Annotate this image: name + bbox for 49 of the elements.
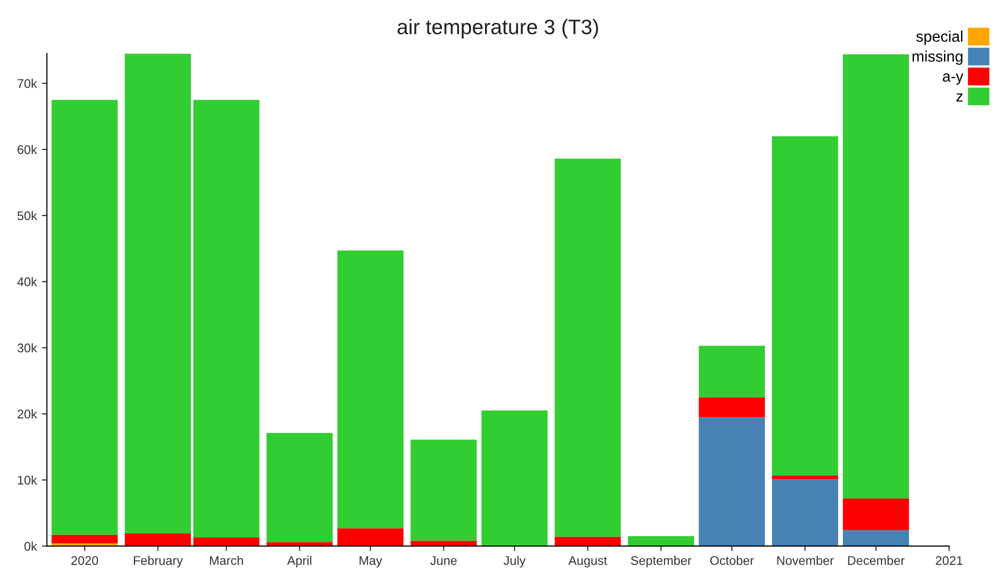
bar xyxy=(193,100,260,538)
y-tick-label: 0k xyxy=(24,542,38,551)
x-tick-label: March xyxy=(210,556,243,565)
x-tick-label: 2021 xyxy=(936,556,962,565)
bar xyxy=(124,533,191,546)
x-tick-label: September xyxy=(630,556,692,568)
bar xyxy=(554,158,621,537)
bar xyxy=(554,536,621,546)
bar xyxy=(698,417,765,546)
bar xyxy=(842,498,909,530)
x-tick-label: December xyxy=(848,556,905,565)
bar xyxy=(481,410,548,546)
bar xyxy=(698,346,765,398)
x-tick-label: February xyxy=(134,556,183,568)
x-tick-label: June xyxy=(430,556,457,565)
bar xyxy=(410,440,477,541)
bar xyxy=(337,528,404,546)
bar xyxy=(772,479,838,546)
y-tick-label: 70k xyxy=(18,78,38,88)
x-tick-label: 2020 xyxy=(71,556,98,565)
y-tick-label: 20k xyxy=(18,409,38,418)
y-tick-label: 60k xyxy=(18,144,38,154)
x-tick-label: April xyxy=(287,556,312,568)
bar xyxy=(628,536,694,546)
y-tick-label: 10k xyxy=(18,475,38,485)
bar xyxy=(842,54,909,498)
x-tick-label: November xyxy=(777,556,834,565)
bar xyxy=(772,136,838,476)
bar xyxy=(266,433,333,542)
chart-title: air temperature 3 (T3) xyxy=(398,19,598,38)
legend-label: missing xyxy=(912,50,962,65)
y-tick-label: 50k xyxy=(17,210,38,220)
y-tick-label: 40k xyxy=(17,277,38,286)
x-tick-label: July xyxy=(504,556,526,568)
bar xyxy=(842,530,909,546)
x-tick-label: May xyxy=(360,556,382,568)
bar xyxy=(124,54,191,534)
bar xyxy=(52,534,118,544)
bar xyxy=(772,475,838,480)
bar xyxy=(337,250,404,528)
bar xyxy=(193,537,260,546)
bar xyxy=(698,397,765,418)
x-tick-label: August xyxy=(568,556,608,568)
y-tick-label: 30k xyxy=(17,343,38,352)
legend-label: a-y xyxy=(942,73,964,85)
x-tick-label: October xyxy=(710,556,754,565)
legend-label: z xyxy=(956,93,963,102)
bar xyxy=(52,100,118,535)
legend-label: special xyxy=(916,30,962,45)
